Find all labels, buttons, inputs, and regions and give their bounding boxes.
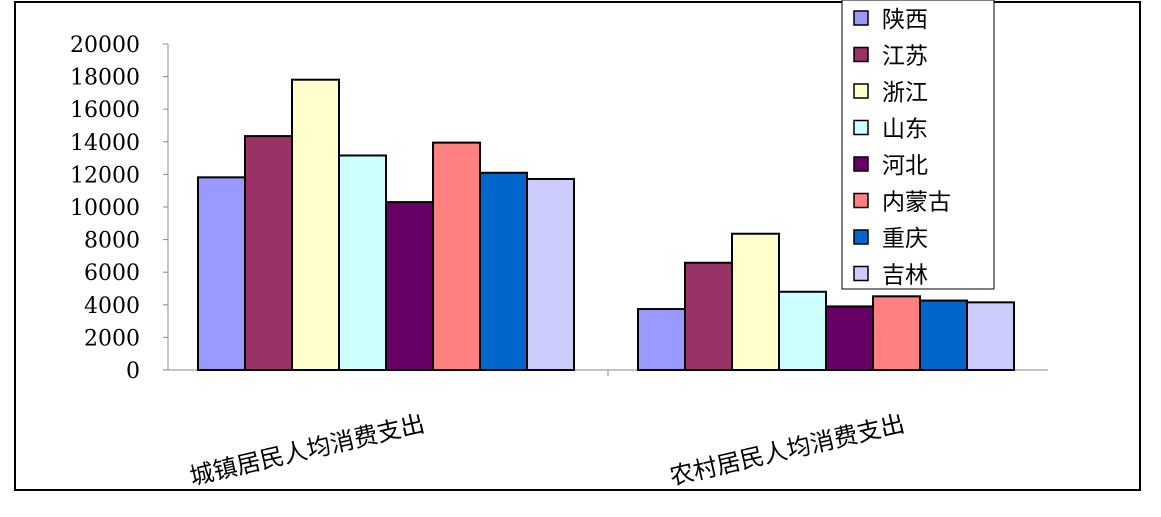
y-tick-label: 18000 (70, 66, 140, 91)
bar (684, 261, 733, 371)
y-tick-label: 6000 (84, 261, 140, 286)
legend-label: 重庆 (882, 226, 928, 252)
legend-swatch (853, 119, 869, 136)
bar (291, 78, 340, 372)
bar (244, 135, 293, 371)
legend-swatch (853, 46, 869, 63)
y-tick-label: 16000 (70, 98, 140, 123)
legend-label: 江苏 (882, 44, 928, 70)
legend-label: 浙江 (882, 80, 928, 106)
bar (432, 141, 481, 371)
legend-label: 山东 (882, 117, 928, 143)
legend-label: 河北 (882, 153, 928, 179)
bar (338, 154, 387, 371)
legend-label: 内蒙古 (882, 190, 951, 216)
y-tick-label: 2000 (84, 326, 140, 351)
legend-swatch (853, 192, 869, 209)
bar (825, 305, 874, 371)
y-tick-label: 12000 (70, 163, 140, 188)
y-tick-label: 8000 (84, 229, 140, 254)
y-tick-label: 20000 (70, 33, 140, 58)
y-tick-label: 14000 (70, 131, 140, 156)
y-tick-label: 4000 (84, 294, 140, 319)
bar (385, 201, 434, 371)
bar (731, 232, 780, 371)
legend-swatch (853, 156, 869, 172)
bar (966, 301, 1015, 372)
legend-swatch (853, 83, 869, 99)
bar (526, 177, 575, 371)
legend-swatch (853, 10, 869, 26)
legend-swatch (853, 265, 869, 282)
bar (872, 295, 921, 372)
bar (637, 308, 686, 371)
y-tick-label: 10000 (70, 196, 140, 221)
bar (778, 290, 827, 372)
bar (479, 171, 528, 371)
legend-label: 陕西 (882, 7, 928, 33)
legend-swatch (853, 229, 869, 245)
legend-label: 吉林 (882, 263, 928, 289)
bar (919, 299, 968, 372)
bar (197, 176, 246, 371)
y-tick-label: 0 (126, 359, 140, 384)
